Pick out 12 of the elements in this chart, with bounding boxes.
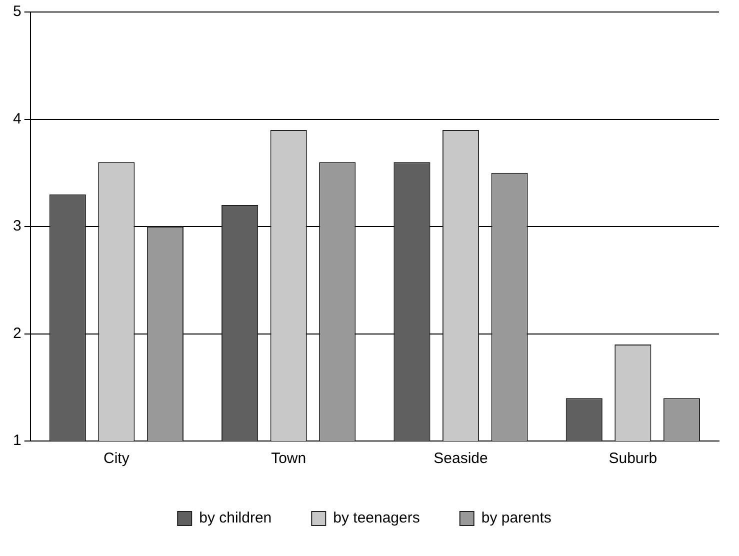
legend-label: by children xyxy=(199,510,272,527)
legend-label: by parents xyxy=(481,510,552,527)
y-tick-label: 4 xyxy=(13,110,22,128)
legend-label: by teenagers xyxy=(333,510,420,527)
x-tick-label: Suburb xyxy=(608,450,658,468)
y-tick-label: 1 xyxy=(13,432,22,450)
y-tick-label: 5 xyxy=(13,3,22,20)
y-tick-label: 2 xyxy=(13,324,22,342)
x-tick-label: Town xyxy=(271,450,306,468)
y-tick-label: 3 xyxy=(13,218,22,235)
x-tick-label: Seaside xyxy=(434,450,488,468)
x-tick-label: City xyxy=(104,450,130,468)
